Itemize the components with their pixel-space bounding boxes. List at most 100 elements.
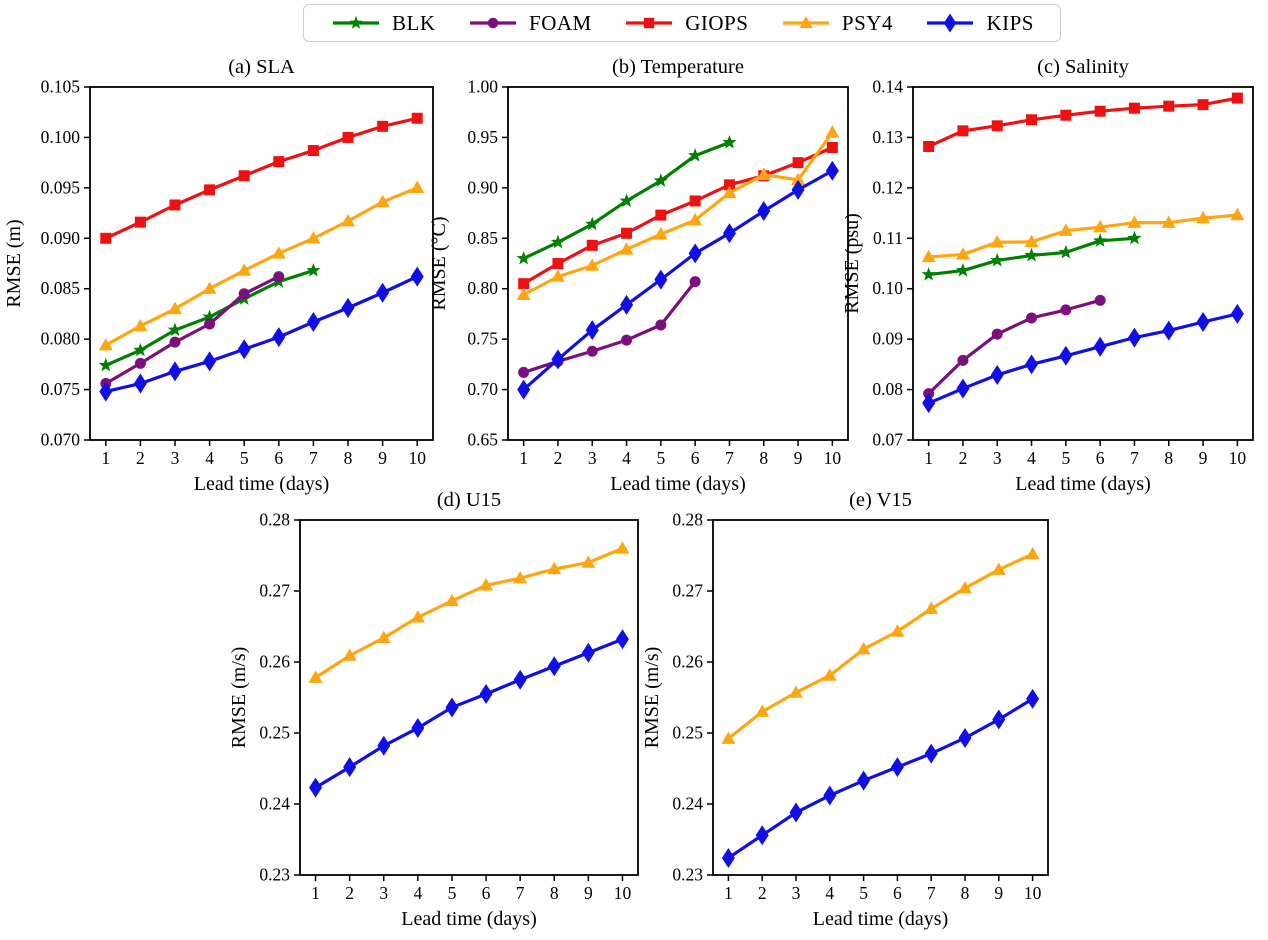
subplot-d-u15: (d) U15 0.23 0.24 0.25 0.26 0.27 0.28 1 2 3 4 5 6 7 8 9…	[230, 489, 639, 930]
y-axis: 0.070 0.075 0.080 0.085 0.090 0.095 0.100 0.105	[41, 77, 90, 450]
legend-item-psy4: PSY4	[780, 10, 893, 36]
subplot-title: (c) Salinity	[1037, 56, 1129, 78]
y-axis: 0.65 0.70 0.75 0.80 0.85 0.90 0.95 1.00	[467, 77, 508, 450]
axes-frame	[299, 519, 639, 876]
svg-text:7: 7	[725, 448, 734, 468]
svg-text:0.100: 0.100	[41, 127, 81, 147]
series-psy4	[516, 125, 840, 300]
x-axis: 1 2 3 4 5 6 7 8 9 10	[924, 440, 1246, 468]
subplot-a-sla: (a) SLA 0.070 0.075 0.080 0.085 0.090 0.095 0.1…	[3, 56, 434, 495]
svg-text:0.27: 0.27	[672, 581, 703, 601]
svg-text:4: 4	[825, 883, 834, 903]
svg-text:9: 9	[794, 448, 803, 468]
svg-text:0.28: 0.28	[259, 510, 290, 530]
svg-text:0.14: 0.14	[872, 77, 903, 97]
y-axis: 0.07 0.08 0.09 0.10 0.11 0.12 0.13 0.14	[872, 77, 913, 450]
svg-text:7: 7	[516, 883, 525, 903]
subplot-title: (d) U15	[437, 489, 501, 511]
series-kips	[99, 266, 424, 402]
y-axis: 0.23 0.24 0.25 0.26 0.27 0.28	[672, 510, 713, 885]
svg-text:2: 2	[554, 448, 563, 468]
svg-text:8: 8	[344, 448, 353, 468]
series-kips	[721, 688, 1040, 868]
subplot-c-salinity: (c) Salinity 0.07 0.08 0.09 0.10 0.11 0.12 0.13…	[845, 56, 1254, 495]
svg-text:2: 2	[758, 883, 767, 903]
x-axis-label: Lead time (days)	[813, 908, 949, 930]
svg-text:3: 3	[993, 448, 1002, 468]
subplot-b-temperature: (b) Temperature0.650.700.750.800.850.900…	[430, 56, 849, 495]
svg-text:0.07: 0.07	[872, 430, 903, 450]
svg-text:0.70: 0.70	[467, 379, 498, 399]
svg-text:0.27: 0.27	[259, 581, 290, 601]
y-axis-label: RMSE (m)	[3, 219, 25, 307]
y-axis-label: RMSE (m/s)	[230, 647, 250, 749]
legend-label: BLK	[392, 10, 436, 35]
series-foam	[100, 271, 285, 390]
svg-text:4: 4	[622, 448, 631, 468]
y-axis-label: RMSE (psu)	[845, 213, 863, 314]
svg-text:0.75: 0.75	[467, 329, 498, 349]
svg-text:9: 9	[584, 883, 593, 903]
svg-text:0.24: 0.24	[259, 794, 290, 814]
svg-text:10: 10	[1229, 448, 1247, 468]
series-psy4	[721, 546, 1040, 744]
x-axis: 1 2 3 4 5 6 7 8 9 10	[101, 440, 426, 468]
legend-label: GIOPS	[685, 10, 749, 35]
legend-label: KIPS	[986, 10, 1034, 35]
svg-text:9: 9	[994, 883, 1003, 903]
svg-text:0.80: 0.80	[467, 278, 498, 298]
y-axis-label: RMSE (m/s)	[645, 647, 663, 749]
svg-text:0.25: 0.25	[259, 723, 290, 743]
svg-text:3: 3	[379, 883, 388, 903]
svg-text:0.12: 0.12	[872, 177, 903, 197]
series-blk	[921, 230, 1142, 281]
svg-text:5: 5	[656, 448, 665, 468]
svg-text:10: 10	[614, 883, 632, 903]
triangle-icon	[782, 16, 829, 28]
series-kips	[309, 629, 629, 798]
svg-text:6: 6	[274, 448, 283, 468]
x-axis: 1 2 3 4 5 6 7 8 9 10	[519, 440, 841, 468]
svg-text:0.070: 0.070	[41, 430, 81, 450]
legend: BLK FOAM GIOPS PSY4 KIPS	[303, 4, 1061, 42]
svg-text:5: 5	[859, 883, 868, 903]
legend-label: FOAM	[529, 10, 592, 35]
svg-text:4: 4	[413, 883, 422, 903]
svg-text:6: 6	[893, 883, 902, 903]
svg-text:6: 6	[691, 448, 700, 468]
svg-text:0.075: 0.075	[41, 379, 81, 399]
svg-text:2: 2	[959, 448, 968, 468]
svg-text:0.23: 0.23	[672, 865, 703, 885]
legend-item-blk: BLK	[330, 10, 436, 36]
x-axis: 1 2 3 4 5 6 7 8 9 10	[724, 875, 1042, 903]
svg-text:0.23: 0.23	[259, 865, 290, 885]
svg-text:4: 4	[1027, 448, 1036, 468]
x-axis-label: Lead time (days)	[194, 473, 330, 495]
y-axis-label: RMSE (°C)	[430, 216, 450, 310]
legend-item-foam: FOAM	[467, 10, 592, 36]
svg-text:8: 8	[550, 883, 559, 903]
series-giops	[100, 112, 423, 244]
x-axis-label: Lead time (days)	[1015, 473, 1151, 495]
svg-text:9: 9	[378, 448, 387, 468]
subplot-e-v15: (e) V15 0.23 0.24 0.25 0.26 0.27 0.28 1 2 3 4 5 6 7 8 9…	[645, 489, 1049, 930]
svg-text:0.95: 0.95	[467, 127, 498, 147]
svg-text:1: 1	[519, 448, 528, 468]
svg-text:0.095: 0.095	[41, 177, 81, 197]
svg-text:0.26: 0.26	[259, 652, 290, 672]
series-kips	[922, 303, 1244, 414]
svg-text:1: 1	[311, 883, 320, 903]
svg-text:8: 8	[759, 448, 768, 468]
axes-frame	[89, 86, 434, 441]
svg-text:2: 2	[345, 883, 354, 903]
svg-text:6: 6	[482, 883, 491, 903]
svg-text:10: 10	[1024, 883, 1042, 903]
x-axis-label: Lead time (days)	[610, 473, 746, 495]
y-axis: 0.23 0.24 0.25 0.26 0.27 0.28	[259, 510, 300, 885]
svg-text:0.90: 0.90	[467, 177, 498, 197]
svg-text:0.10: 0.10	[872, 278, 903, 298]
svg-text:0.080: 0.080	[41, 329, 81, 349]
svg-text:2: 2	[136, 448, 145, 468]
series-foam	[923, 294, 1106, 400]
